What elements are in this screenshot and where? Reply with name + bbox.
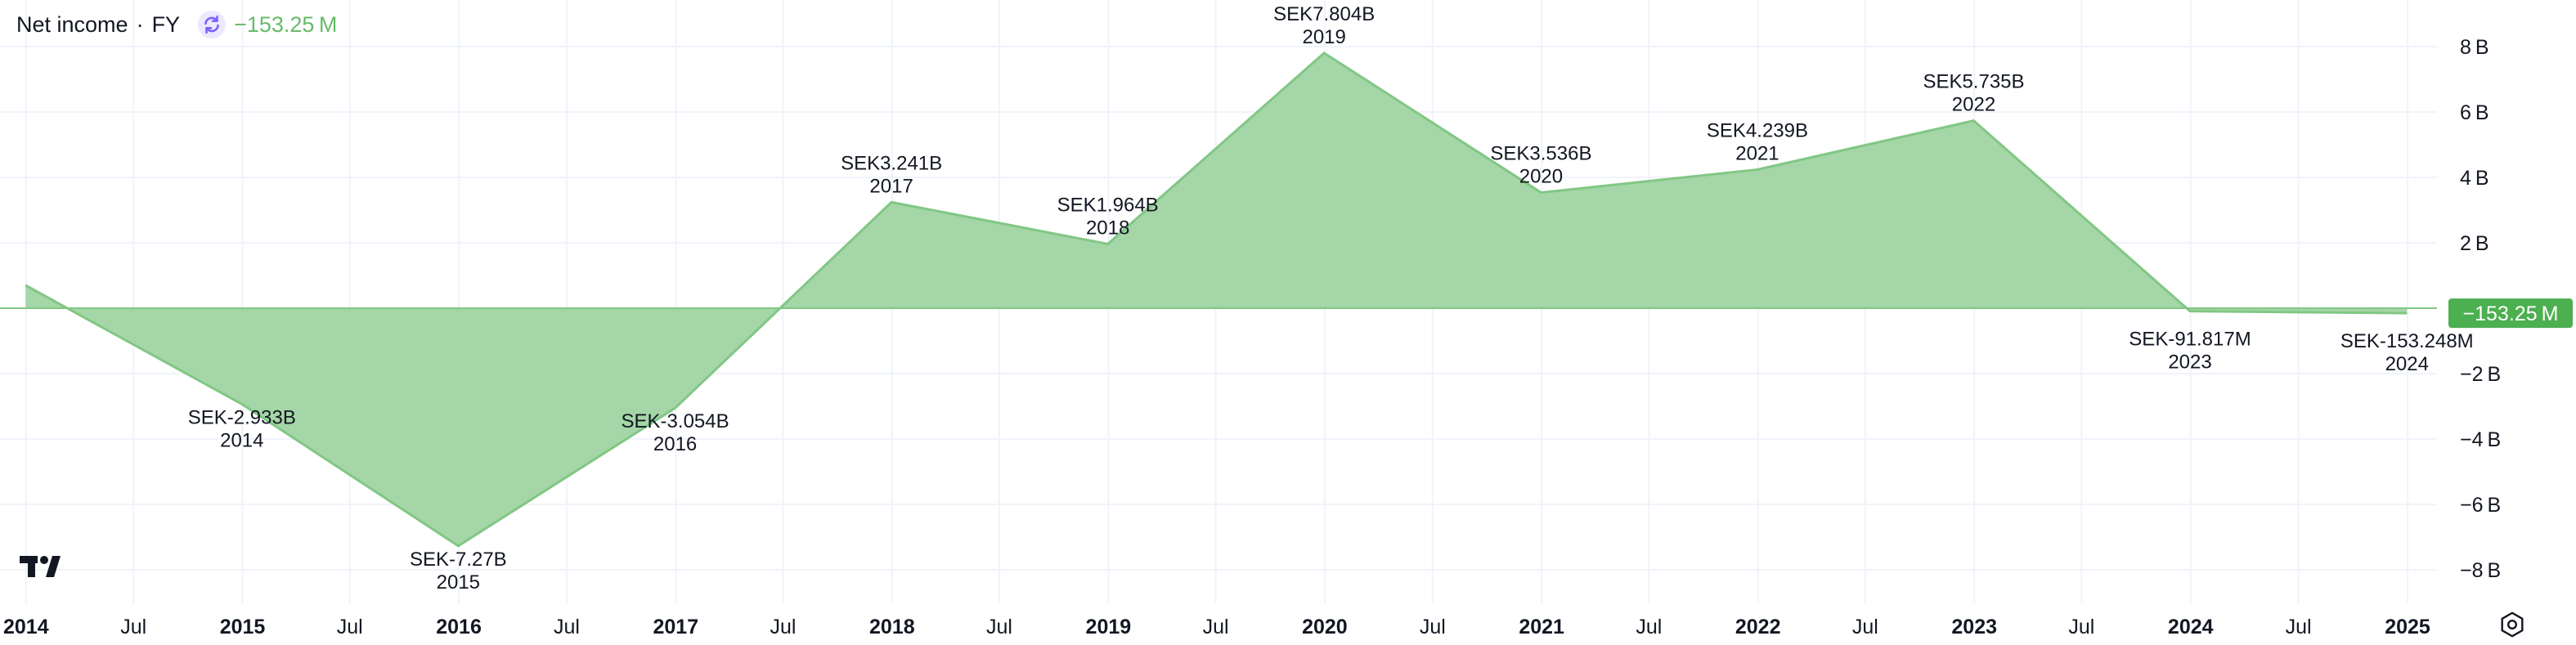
data-label-value: SEK5.735B bbox=[1923, 71, 2024, 93]
data-label-value: SEK4.239B bbox=[1707, 119, 1808, 141]
data-label-value: SEK-153.248M bbox=[2340, 330, 2474, 352]
data-label-value: SEK-2.933B bbox=[188, 406, 296, 428]
y-tick-label: −6 B bbox=[2460, 494, 2501, 517]
tradingview-logo-icon[interactable] bbox=[20, 553, 70, 585]
data-label-year: 2015 bbox=[437, 571, 480, 593]
legend-separator: · bbox=[136, 11, 144, 37]
last-value-tag-label: −153.25 M bbox=[2463, 302, 2559, 325]
x-tick-label: 2016 bbox=[436, 616, 482, 638]
x-tick-label: 2018 bbox=[869, 616, 915, 638]
legend-value: −153.25 M bbox=[234, 11, 338, 37]
x-tick-label: 2025 bbox=[2385, 616, 2430, 638]
data-label-year: 2020 bbox=[1519, 166, 1563, 188]
x-tick-label: 2017 bbox=[653, 616, 699, 638]
x-tick-label: Jul bbox=[337, 616, 363, 638]
y-tick-label: 6 B bbox=[2460, 101, 2489, 124]
x-tick-label: 2020 bbox=[1302, 616, 1348, 638]
y-tick-label: −8 B bbox=[2460, 559, 2501, 582]
data-label-year: 2024 bbox=[2385, 353, 2429, 375]
data-label-year: 2021 bbox=[1735, 142, 1779, 164]
data-label-year: 2019 bbox=[1302, 26, 1345, 48]
x-tick-label: Jul bbox=[2286, 616, 2312, 638]
y-tick-label: −2 B bbox=[2460, 363, 2501, 386]
x-axis: 2014 Jul 2015 Jul 2016 Jul 2017 Jul 2018 Jul 2019 J… bbox=[3, 616, 2430, 638]
data-label-year: 2014 bbox=[220, 429, 263, 451]
x-tick-label: Jul bbox=[1852, 616, 1878, 638]
refresh-icon[interactable] bbox=[198, 11, 227, 38]
data-label-year: 2017 bbox=[869, 175, 913, 197]
data-label-year: 2018 bbox=[1086, 217, 1129, 239]
x-tick-label: 2022 bbox=[1735, 616, 1781, 638]
chart-legend: Net income · FY −153.25 M bbox=[16, 8, 337, 41]
x-tick-label: 2014 bbox=[3, 616, 49, 638]
x-tick-label: 2021 bbox=[1519, 616, 1564, 638]
x-tick-label: 2015 bbox=[220, 616, 266, 638]
data-labels: SEK-2.933B2014SEK-7.27B2015SEK-3.054B201… bbox=[188, 3, 2474, 593]
data-label-year: 2022 bbox=[1952, 94, 1995, 116]
data-label-value: SEK3.241B bbox=[841, 152, 942, 174]
x-tick-label: 2019 bbox=[1086, 616, 1132, 638]
data-label-value: SEK3.536B bbox=[1490, 143, 1591, 165]
x-tick-label: Jul bbox=[2068, 616, 2094, 638]
x-tick-label: Jul bbox=[554, 616, 580, 638]
last-value-tag-group: −153.25 M bbox=[2448, 298, 2573, 329]
legend-period: FY bbox=[151, 11, 181, 37]
y-tick-label: −4 B bbox=[2460, 428, 2501, 451]
settings-icon[interactable] bbox=[2497, 610, 2527, 643]
area-fill bbox=[25, 52, 2408, 546]
data-label-year: 2023 bbox=[2168, 352, 2211, 374]
data-label-value: SEK-7.27B bbox=[410, 549, 507, 571]
area-series bbox=[0, 52, 2437, 548]
y-tick-label: 4 B bbox=[2460, 167, 2489, 190]
y-axis: 8 B 6 B 4 B 2 B −2 B −4 B −6 B −8 B bbox=[2460, 36, 2501, 582]
x-tick-label: 2023 bbox=[1951, 616, 1997, 638]
y-tick-label: 2 B bbox=[2460, 232, 2489, 255]
legend-title: Net income bbox=[16, 11, 128, 37]
x-tick-label: 2024 bbox=[2168, 616, 2214, 638]
last-value-tag bbox=[2448, 298, 2573, 329]
y-tick-label: 8 B bbox=[2460, 36, 2489, 59]
x-tick-label: Jul bbox=[120, 616, 146, 638]
data-label-value: SEK1.964B bbox=[1057, 194, 1159, 216]
data-label-value: SEK7.804B bbox=[1273, 3, 1375, 25]
data-label-value: SEK-3.054B bbox=[622, 410, 729, 432]
x-tick-label: Jul bbox=[1420, 616, 1446, 638]
data-label-value: SEK-91.817M bbox=[2129, 329, 2251, 351]
area-line bbox=[25, 52, 2408, 548]
x-tick-label: Jul bbox=[770, 616, 797, 638]
x-tick-label: Jul bbox=[1636, 616, 1662, 638]
x-tick-label: Jul bbox=[1203, 616, 1229, 638]
x-tick-label: Jul bbox=[986, 616, 1012, 638]
data-label-year: 2016 bbox=[653, 433, 697, 455]
